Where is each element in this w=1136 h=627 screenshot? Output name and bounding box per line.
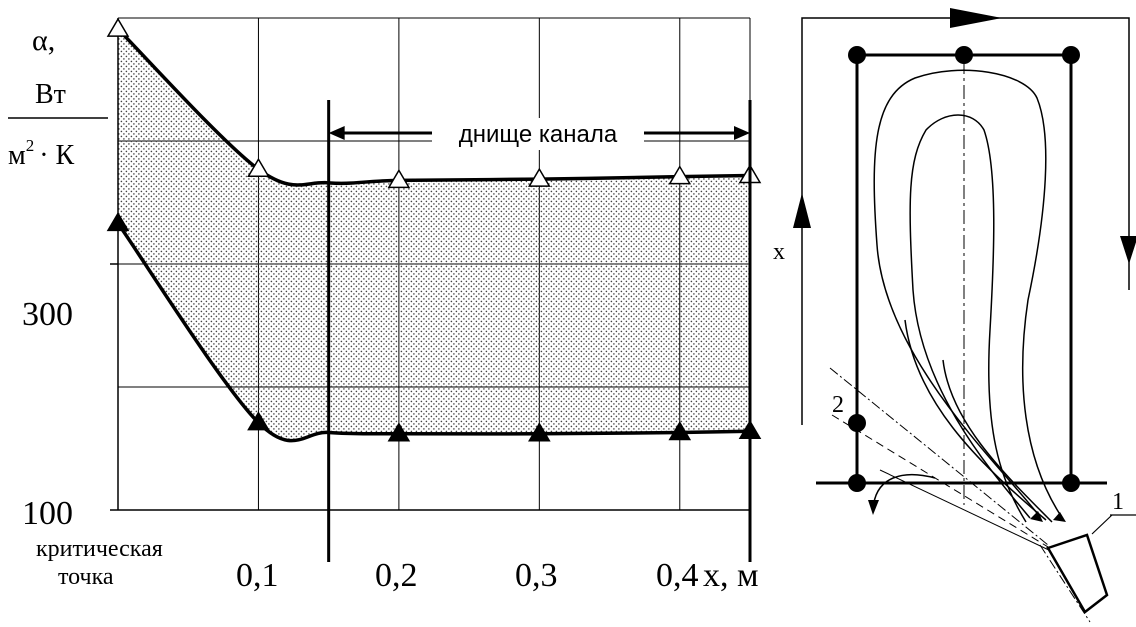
label-2: 2 [832,392,844,418]
filled-triangle-marker [528,422,551,442]
corner-dot-top-mid [955,46,973,64]
streamline-inner [909,114,1031,523]
leak-streamline [872,474,936,511]
filled-triangle-marker [247,411,270,431]
arrow-left-up [793,193,811,228]
heat-transfer-chart: α, Вт м2 · К 300 100 критическая точка 0,… [8,17,762,594]
streamline-arrowhead-1 [1030,511,1043,522]
corner-dot-top-right [1062,46,1080,64]
corner-dot-bottom-right [1062,474,1080,492]
jet-line-2 [831,414,1054,551]
open-triangle-marker [387,168,411,189]
label-1: 1 [1112,489,1124,515]
filled-triangle-marker [106,211,130,232]
jet-line-3 [879,469,1054,553]
filled-triangle-marker [668,421,692,441]
arrow-top-right [950,8,1002,28]
nozzle [1046,533,1109,614]
x-origin-label-line2: точка [58,564,114,590]
filled-triangle-marker [387,422,411,442]
x-tick-label-0.3: 0,3 [515,557,558,594]
x-tick-label-0.2: 0,2 [375,557,418,594]
channel-arrowhead-right [734,126,750,140]
streamline-fourth [942,359,1053,523]
corner-dot-bottom-left [848,474,866,492]
streamline-outer [873,69,1064,520]
dot-point-2 [848,414,866,432]
ylabel-denominator: м2 · К [8,136,75,171]
x-axis-unit: x, м [703,557,759,594]
arrow-right-down [1120,236,1136,264]
nozzle-axis [1039,544,1091,623]
channel-arrowhead-left [328,126,345,140]
label-1-leader [1091,514,1113,535]
x-tick-label-0.4: 0,4 [656,557,699,594]
axes [110,18,750,511]
y-tick-label-300: 300 [22,296,73,333]
open-triangle-marker [528,167,551,187]
open-triangle-marker [668,165,692,185]
x-origin-label-line1: критическая [36,536,163,562]
dotted-band [118,29,750,441]
open-triangle-marker [247,157,270,178]
ylabel-symbol: α, [32,24,55,57]
jet-line-1 [829,367,1054,550]
open-triangle-marker [106,17,130,37]
channel-label: днище канала [459,121,618,148]
x-tick-label-0.1: 0,1 [236,557,279,594]
channel-flow-diagram: 1 2 x [773,8,1136,623]
streamline-arrowhead-2 [1053,512,1066,522]
streamline-third [904,319,1047,521]
circulation-loop [801,17,1130,425]
corner-dot-top-left [848,46,866,64]
data-markers [106,17,762,442]
leak-arrowhead [868,500,879,515]
ylabel-numerator: Вт [35,79,66,110]
y-tick-label-100: 100 [22,495,73,532]
channel-label-bg [432,118,644,150]
label-x: x [773,239,785,265]
